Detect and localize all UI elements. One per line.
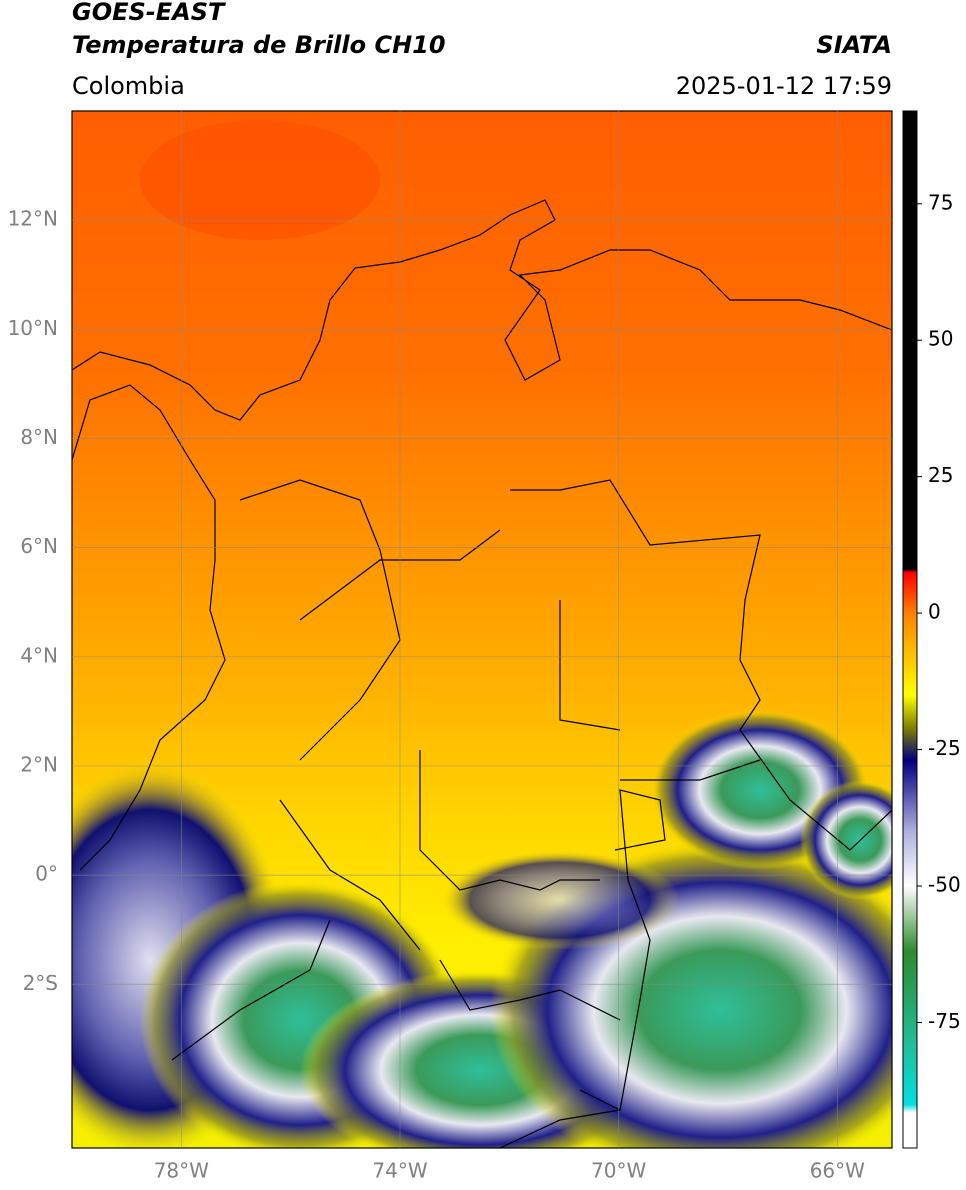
x-tick-label: 78°W: [154, 1159, 209, 1183]
colorbar-tick-label: -25: [928, 736, 961, 760]
title: GOES-EAST: [72, 0, 226, 26]
colorbar-tick-label: 0: [928, 600, 941, 624]
colorbar-tick-label: 25: [928, 463, 953, 487]
y-tick-label: 12°N: [8, 207, 58, 231]
y-tick-label: 6°N: [20, 534, 58, 558]
colorbar-tick-label: -75: [928, 1009, 961, 1033]
colorbar-tick-label: 50: [928, 327, 953, 351]
colorbar-tick-label: -50: [928, 873, 961, 897]
datetime: 2025-01-12 17:59: [676, 72, 892, 100]
x-tick-label: 66°W: [810, 1159, 865, 1183]
axes: 78°W 74°W 70°W 66°W 12°N 10°N 8°N 6°N 4°N 2°N 0° 2°…: [8, 111, 961, 1183]
source: SIATA: [816, 31, 892, 59]
map-frame: [71, 110, 893, 1149]
x-tick-label: 74°W: [372, 1159, 427, 1183]
y-tick-label: 10°N: [8, 316, 58, 340]
map-image: [72, 111, 892, 1148]
colorbar-tick-label: 75: [928, 190, 953, 214]
colorbar: [902, 110, 918, 1149]
subtitle: Temperatura de Brillo CH10: [72, 31, 446, 59]
y-tick-label: 8°N: [20, 425, 58, 449]
y-tick-label: 2°N: [20, 752, 58, 776]
y-tick-label: 2°S: [23, 971, 58, 995]
x-tick-label: 70°W: [591, 1159, 646, 1183]
region: Colombia: [72, 72, 185, 100]
y-tick-label: 4°N: [20, 643, 58, 667]
y-tick-label: 0°: [35, 862, 58, 886]
